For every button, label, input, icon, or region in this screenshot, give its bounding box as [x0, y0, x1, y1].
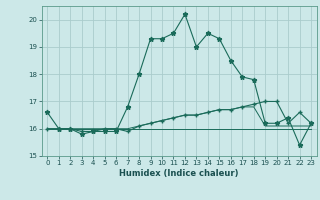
X-axis label: Humidex (Indice chaleur): Humidex (Indice chaleur) [119, 169, 239, 178]
